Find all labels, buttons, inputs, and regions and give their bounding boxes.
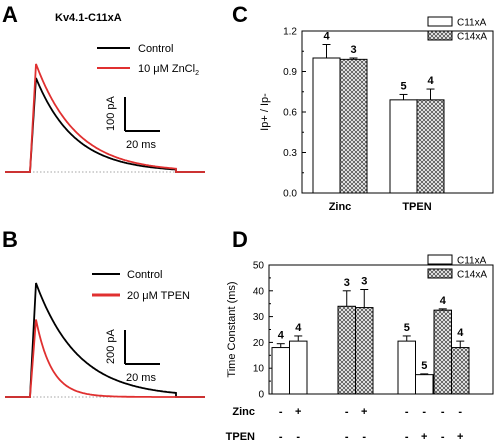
chart-d-bar [289, 340, 308, 395]
chart-d-ylabel: Time Constant (ms) [226, 281, 238, 377]
chart-c-n-label: 5 [400, 80, 406, 92]
chart-d-tpen-sign: - [362, 431, 366, 443]
panel-b-letter: B [2, 227, 18, 252]
chart-d-n-label: 3 [344, 277, 350, 289]
traces-a [5, 63, 205, 173]
chart-c-ylabel: Ip+ / Ip- [259, 93, 271, 131]
chart-d-bar [271, 347, 290, 395]
chart-c: 0.0 0.3 0.6 0.9 1.2 Ip+ / Ip- 4 3 Zinc 5 4 TPEN C11x… [259, 16, 494, 213]
chart-d-bar [451, 347, 470, 395]
chart-d-bar [433, 309, 452, 395]
panel-a-letter: A [2, 2, 18, 27]
chart-c-legend-swatch-c11xa [427, 16, 453, 27]
chart-d-zinc-sign: - [345, 406, 349, 418]
chart-d-legend-label-c11xa: C11xA [457, 256, 487, 267]
chart-c-n-label: 4 [323, 31, 330, 43]
legend-b-tpen-label: 20 μM TPEN [127, 290, 190, 302]
legend-a-control-label: Control [138, 43, 173, 55]
chart-d-zinc-sign: - [441, 406, 445, 418]
chart-d-legend-swatch-c14xa [427, 268, 453, 279]
chart-d-ytick-label: 0 [258, 390, 264, 401]
chart-d-row-label-tpen: TPEN [226, 431, 255, 443]
scale-a-current: 100 pA [105, 95, 117, 131]
traces-b [5, 282, 205, 398]
legend-a-zinc-label: 10 μM ZnCl2 [138, 63, 199, 77]
chart-d-tpen-sign: + [457, 431, 463, 443]
chart-c-ytick-label: 0.9 [283, 67, 297, 78]
chart-d-zinc-sign: - [422, 406, 426, 418]
panel-b-trace-treatment [5, 319, 205, 398]
chart-d-ytick-label: 30 [253, 312, 265, 323]
chart-d-bar [397, 340, 416, 395]
panel-a-title: Kv4.1-C11xA [55, 12, 122, 24]
chart-d-tpen-sign: - [296, 431, 300, 443]
panel-c: C 0.0 0.3 0.6 0.9 1.2 Ip+ / Ip- 4 3 Zinc 5 4 TPEN C1… [232, 2, 494, 213]
chart-c-bar [339, 58, 368, 194]
chart-d-zinc-sign: - [405, 406, 409, 418]
chart-d-legend-label-c14xa: C14xA [457, 270, 487, 281]
chart-d-zinc-sign: - [458, 406, 462, 418]
panel-d-letter: D [232, 227, 248, 252]
chart-d-ytick-label: 10 [253, 364, 265, 375]
chart-c-ytick-label: 1.2 [283, 27, 297, 38]
chart-c-xtick-label: Zinc [329, 201, 352, 213]
chart-d-n-label: 4 [295, 322, 302, 334]
chart-d-tpen-sign: + [421, 431, 427, 443]
scale-b-current: 200 pA [105, 328, 117, 364]
chart-c-n-label: 4 [427, 75, 434, 87]
panel-a-trace-treatment [5, 63, 205, 173]
chart-c-xtick-label: TPEN [402, 201, 431, 213]
chart-d-tpen-sign: - [345, 431, 349, 443]
legend-b-control-label: Control [127, 269, 162, 281]
chart-d-n-label: 4 [457, 327, 464, 339]
chart-d-row-label-zinc: Zinc [232, 406, 255, 418]
chart-d-ytick-label: 20 [253, 338, 265, 349]
panel-c-letter: C [232, 2, 248, 27]
chart-c-legend-swatch-c14xa [427, 30, 453, 41]
chart-d-n-label: 4 [440, 295, 447, 307]
chart-d-n-label: 5 [404, 322, 410, 334]
panel-b-trace-control [5, 282, 205, 398]
chart-d-legend-swatch-c11xa [427, 254, 453, 265]
scale-b-time: 20 ms [126, 372, 156, 384]
chart-c-bar [389, 99, 418, 194]
chart-c-n-label: 3 [350, 44, 356, 56]
panel-a-trace-control [5, 77, 205, 173]
chart-d-tpen-sign: - [279, 431, 283, 443]
chart-d-zinc-sign: + [295, 406, 301, 418]
chart-c-legend-label-c14xa: C14xA [457, 32, 487, 43]
chart-c-ytick-label: 0.3 [283, 148, 297, 159]
chart-d-n-label: 4 [278, 330, 285, 342]
chart-d-ytick-label: 40 [253, 286, 265, 297]
chart-d-bar [415, 374, 434, 395]
chart-d-tpen-sign: - [405, 431, 409, 443]
chart-d-n-label: 5 [421, 360, 427, 372]
panel-b: B Control 20 μM TPEN 200 pA 20 ms [2, 227, 205, 398]
chart-c-bar [416, 99, 445, 194]
chart-c-legend-label-c11xa: C11xA [457, 18, 487, 29]
chart-c-ytick-label: 0.6 [283, 108, 297, 119]
chart-d-tpen-sign: - [441, 431, 445, 443]
chart-d-bar [355, 307, 374, 395]
chart-d-bar [337, 305, 356, 395]
scale-a-time: 20 ms [126, 139, 156, 151]
chart-d-n-label: 3 [361, 276, 367, 288]
panel-a: A Kv4.1-C11xA Control 10 μM ZnCl2 100 pA… [2, 2, 205, 173]
chart-d-ytick-label: 50 [253, 261, 265, 272]
chart-d-zinc-sign: + [361, 406, 367, 418]
chart-c-ytick-label: 0.0 [283, 189, 297, 200]
chart-d-zinc-sign: - [279, 406, 283, 418]
chart-c-bar [312, 57, 341, 194]
